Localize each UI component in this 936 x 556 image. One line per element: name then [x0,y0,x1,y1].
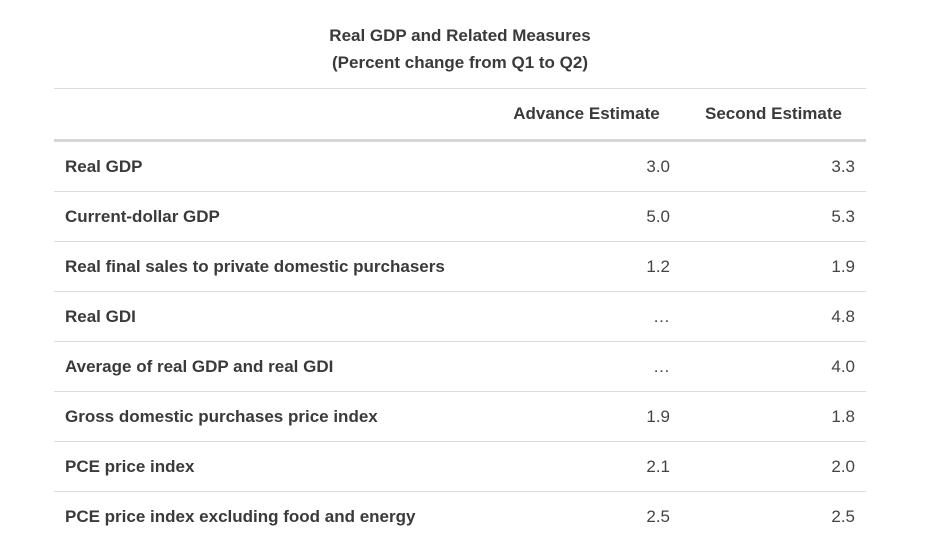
table-row: Real final sales to private domestic pur… [54,241,866,292]
advance-value: … [492,341,681,392]
row-label: Current-dollar GDP [54,191,492,242]
second-value: 4.0 [681,341,866,392]
table-title-line-2: (Percent change from Q1 to Q2) [332,53,588,72]
table-row: Average of real GDP and real GDI … 4.0 [54,341,866,392]
second-value: 1.9 [681,241,866,292]
second-value: 5.3 [681,191,866,242]
row-label: Real GDI [54,291,492,342]
row-label: Real GDP [54,140,492,192]
row-label: Gross domestic purchases price index [54,391,492,442]
table-title: Real GDP and Related Measures (Percent c… [54,22,866,76]
row-label: PCE price index excluding food and energ… [65,506,416,526]
advance-value: 3.0 [492,140,681,192]
advance-value: 1.9 [492,391,681,442]
table-row: Real GDP 3.0 3.3 [54,140,866,192]
second-value: 4.8 [681,291,866,342]
table-body: Real GDP 3.0 3.3 Current-dollar GDP 5.0 … [54,140,866,542]
header-measure [54,88,492,142]
header-second-estimate: Second Estimate [681,88,866,142]
advance-value: 2.5 [646,506,670,526]
table-title-line-1: Real GDP and Related Measures [329,26,591,45]
header-advance-estimate: Advance Estimate [492,88,681,142]
second-value: 1.8 [681,391,866,442]
second-value: 2.5 [831,506,855,526]
table-row: Real GDI … 4.8 [54,291,866,342]
advance-value: 5.0 [492,191,681,242]
second-value: 2.0 [681,441,866,492]
second-value: 3.3 [681,140,866,192]
gdp-table-container: Advance Estimate Second Estimate Real GD… [54,88,866,541]
header-row: Advance Estimate Second Estimate [54,88,866,142]
table-row: Gross domestic purchases price index 1.9… [54,391,866,442]
gdp-measures-table: Advance Estimate Second Estimate Real GD… [54,88,866,541]
table-row: PCE price index 2.1 2.0 [54,441,866,492]
row-label: Real final sales to private domestic pur… [54,241,492,292]
advance-value: … [492,291,681,342]
row-label: Average of real GDP and real GDI [54,341,492,392]
table-row: PCE price index excluding food and energ… [54,492,866,542]
row-label: PCE price index [54,441,492,492]
advance-value: 2.1 [492,441,681,492]
table-row: Current-dollar GDP 5.0 5.3 [54,191,866,242]
table-header: Advance Estimate Second Estimate [54,88,866,142]
advance-value: 1.2 [492,241,681,292]
